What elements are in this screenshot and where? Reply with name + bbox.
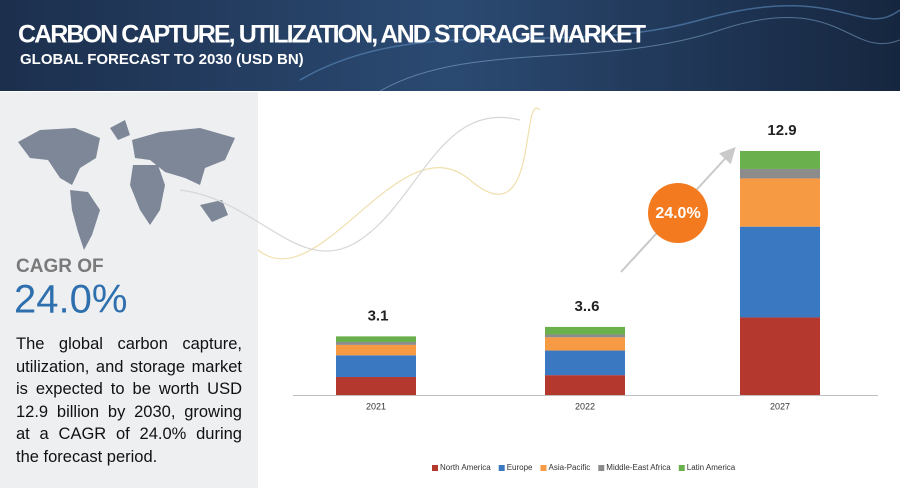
bar-segment: [336, 355, 416, 378]
header-bg: [0, 0, 900, 91]
total-label: 3.1: [368, 307, 389, 324]
total-label: 12.9: [767, 122, 796, 139]
legend-swatch: [540, 465, 547, 471]
bar-segment: [336, 342, 416, 345]
bar-segment: [336, 377, 416, 395]
bar-segment: [740, 317, 820, 395]
legend-swatch: [432, 465, 438, 471]
bar-segment: [740, 168, 820, 179]
bar-segment: [545, 337, 625, 351]
x-tick-label: 2027: [770, 401, 790, 411]
legend-label: Latin America: [687, 463, 736, 472]
bar-segment: [740, 151, 820, 169]
bar-segment: [336, 336, 416, 343]
header-subtitle: GLOBAL FORECAST TO 2030 (USD BN): [20, 51, 304, 68]
bar-segment: [336, 344, 416, 356]
growth-badge-bg: [648, 183, 708, 243]
bar-segment: [545, 350, 625, 376]
growth-badge: 24.0%: [655, 205, 700, 222]
legend-swatch: [498, 465, 505, 471]
header-decor: [299, 5, 900, 81]
cagr-label: CAGR OF: [16, 256, 104, 277]
world-map: [18, 120, 235, 250]
legend-swatch: [678, 465, 685, 471]
x-tick-label: 2021: [366, 401, 386, 411]
decor-curve: [257, 107, 541, 260]
total-label: 3..6: [574, 298, 599, 315]
bar-segment: [545, 326, 625, 335]
bar-segment: [545, 334, 625, 338]
legend-label: North America: [440, 463, 491, 472]
legend-label: Asia-Pacific: [548, 463, 590, 472]
description: The global carbon capture, utilization, …: [16, 335, 242, 466]
header-title: CARBON CAPTURE, UTILIZATION, AND STORAGE…: [18, 21, 646, 49]
bar-segment: [545, 375, 625, 395]
legend-label: Middle-East Africa: [606, 463, 671, 472]
legend-swatch: [598, 465, 605, 471]
x-tick-label: 2022: [575, 401, 595, 411]
bar-segment: [740, 178, 820, 227]
decor-curve: [179, 117, 521, 252]
cagr-value: 24.0%: [14, 278, 127, 322]
legend-label: Europe: [507, 463, 533, 472]
bar-segment: [740, 226, 820, 318]
header-decor: [379, 17, 900, 92]
